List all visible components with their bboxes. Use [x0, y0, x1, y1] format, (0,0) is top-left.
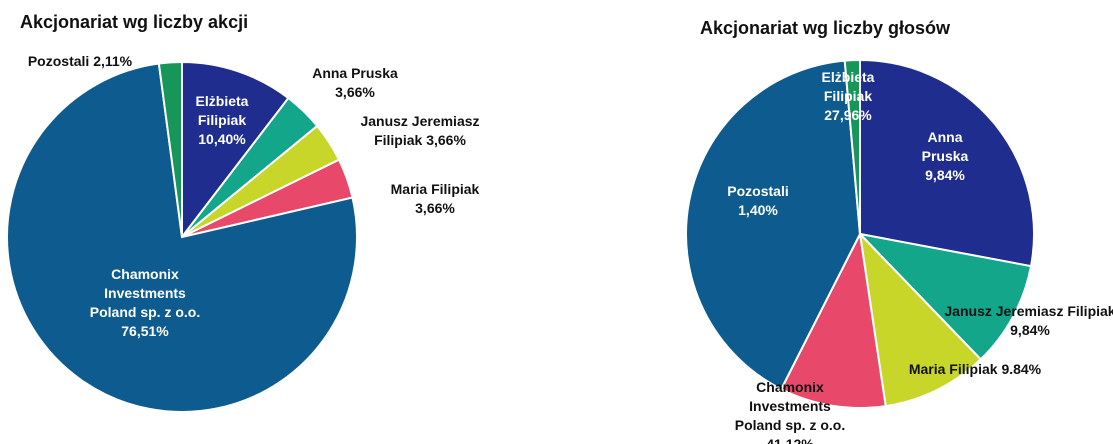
slice-label: Anna Pruska 9,84% [905, 128, 985, 185]
slice-name: Chamonix Investments Poland sp. z o.o. [89, 266, 201, 320]
slice-name: Elżbieta Filipiak [195, 93, 249, 128]
pie-slice [843, 58, 861, 235]
slice-name: Maria Filipiak [390, 181, 480, 197]
slice-name: Janusz Jeremiasz Filipiak [360, 113, 480, 148]
slice-value: 9,84% [1010, 322, 1050, 338]
slice-value: 27,96% [824, 107, 872, 123]
slice-label: Elżbieta Filipiak 27,96% [808, 68, 888, 125]
slice-name: Anna Pruska [312, 65, 398, 81]
slice-value: 3,66% [335, 84, 375, 100]
slice-label: Janusz Jeremiasz Filipiak 3,66% [340, 112, 500, 150]
pie-slice [181, 60, 290, 240]
slice-value: 10,40% [198, 131, 246, 147]
slice-label: Maria Filipiak 9.84% [895, 360, 1055, 379]
pie-slice [685, 59, 862, 391]
pie-slice [858, 231, 983, 408]
slice-name: Elżbieta Filipiak [821, 69, 875, 104]
slice-value: 2,11% [93, 53, 133, 69]
slice-name: Pozostali [727, 183, 789, 199]
pie-slice [857, 232, 1033, 361]
slice-label: Maria Filipiak 3,66% [375, 180, 495, 218]
pie-slice [6, 62, 358, 413]
slice-label: Janusz Jeremiasz Filipiak 9,84% [930, 302, 1113, 340]
slice-name: Maria Filipiak [908, 361, 998, 377]
slice-name: Janusz Jeremiasz Filipiak [944, 303, 1113, 319]
pie-slice [157, 60, 183, 238]
slice-label: Chamonix Investments Poland sp. z o.o. 76… [80, 265, 210, 341]
slice-label: Pozostali 1,40% [693, 182, 823, 220]
chart-title: Akcjonariat wg liczby głosów [700, 18, 951, 38]
slice-value: 9,84% [925, 167, 965, 183]
slice-value: 3,66% [426, 132, 466, 148]
slice-value: 76,51% [121, 323, 169, 339]
pie-slice [779, 230, 887, 409]
pie-slice [859, 58, 1035, 268]
slice-value: 1,40% [738, 202, 778, 218]
slice-value: 3,66% [415, 200, 455, 216]
slice-name: Chamonix Investments Poland sp. z o.o. [734, 379, 846, 433]
slice-value: 9.84% [1001, 361, 1042, 377]
slice-name: Anna Pruska [921, 129, 969, 164]
slice-label: Anna Pruska 3,66% [295, 64, 415, 102]
slice-value: 41,12% [766, 436, 814, 444]
slice-label: Pozostali 2,11% [0, 52, 180, 71]
slice-name: Pozostali [27, 53, 90, 69]
slice-label: Elżbieta Filipiak 10,40% [182, 92, 262, 149]
chart-title: Akcjonariat wg liczby akcji [20, 12, 249, 32]
slice-label: Chamonix Investments Poland sp. z o.o. 41… [730, 378, 850, 444]
